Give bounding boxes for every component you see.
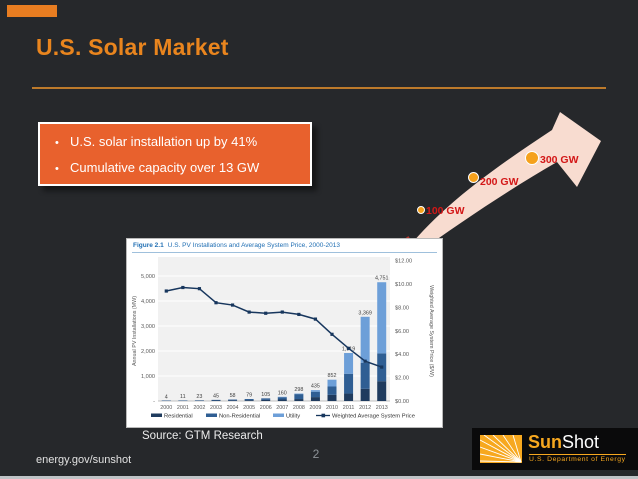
sunshot-logo: SunShot U.S. Department of Energy [472, 428, 638, 470]
svg-text:852: 852 [328, 373, 337, 379]
svg-text:4,751: 4,751 [375, 276, 389, 282]
footer-url: energy.gov/sunshot [36, 454, 132, 466]
source-caption: Source: GTM Research [142, 430, 263, 442]
logo-word-shot: Shot [562, 432, 600, 452]
svg-text:Weighted Average System Price: Weighted Average System Price [332, 414, 415, 420]
svg-text:2002: 2002 [193, 405, 205, 411]
svg-text:3,369: 3,369 [358, 310, 372, 316]
chart-figure-label: Figure 2.1 [133, 242, 164, 249]
chart-title: Figure 2.1 U.S. PV Installations and Aver… [127, 239, 442, 251]
slide-title: U.S. Solar Market [36, 34, 229, 60]
title-divider [32, 87, 606, 89]
svg-text:Residential: Residential [164, 414, 193, 420]
bottom-edge-strip [0, 476, 638, 479]
milestone-label-300gw: 300 GW [540, 154, 579, 166]
svg-text:Weighted Average System Price: Weighted Average System Price ($/W) [428, 285, 434, 377]
bullet-item: • U.S. solar installation up by 41% [40, 134, 310, 149]
svg-text:2005: 2005 [243, 405, 255, 411]
bullet-icon: • [55, 162, 59, 175]
svg-text:2010: 2010 [326, 405, 338, 411]
svg-text:2009: 2009 [309, 405, 321, 411]
svg-text:58: 58 [230, 393, 236, 399]
arrow-body [400, 112, 601, 263]
svg-text:23: 23 [196, 394, 202, 400]
milestone-label-100gw: 100 GW [426, 205, 465, 217]
svg-text:2000: 2000 [160, 405, 172, 411]
svg-text:$8.00: $8.00 [395, 305, 409, 311]
svg-text:1,000: 1,000 [141, 374, 155, 380]
svg-text:298: 298 [294, 387, 303, 393]
svg-text:2013: 2013 [376, 405, 388, 411]
milestone-dot-100gw [417, 206, 425, 214]
svg-text:5,000: 5,000 [141, 274, 155, 280]
svg-text:$2.00: $2.00 [395, 376, 409, 382]
svg-text:2003: 2003 [210, 405, 222, 411]
svg-text:11: 11 [180, 394, 186, 400]
svg-text:435: 435 [311, 384, 320, 390]
svg-text:$12.00: $12.00 [395, 259, 412, 265]
bullet-item: • Cumulative capacity over 13 GW [40, 160, 310, 175]
svg-text:$10.00: $10.00 [395, 282, 412, 288]
svg-text:$6.00: $6.00 [395, 329, 409, 335]
svg-text:2001: 2001 [177, 405, 189, 411]
pv-installations-chart: 5,000 4,000 3,000 2,000 1,000 - $12.00 $10.00 $8… [132, 257, 434, 420]
svg-text:Annual PV Installations (MW): Annual PV Installations (MW) [132, 296, 138, 366]
svg-text:Utility: Utility [286, 414, 300, 420]
bullet-text: Cumulative capacity over 13 GW [70, 159, 260, 175]
svg-text:79: 79 [246, 393, 252, 399]
logo-word-sun: Sun [528, 432, 562, 452]
corner-accent-bar [7, 5, 57, 17]
highlights-callout: • U.S. solar installation up by 41% • Cu… [38, 122, 312, 186]
milestone-dot-300gw [525, 151, 539, 165]
svg-text:160: 160 [278, 391, 287, 397]
svg-text:$4.00: $4.00 [395, 352, 409, 358]
logo-subtitle: U.S. Department of Energy [529, 454, 626, 463]
sunburst-icon [480, 435, 522, 463]
chart-title-text: U.S. PV Installations and Average System… [167, 242, 340, 249]
svg-text:2006: 2006 [260, 405, 272, 411]
svg-text:$0.00: $0.00 [395, 399, 409, 405]
milestone-dot-200gw [468, 172, 479, 183]
svg-text:45: 45 [213, 393, 219, 399]
chart-panel: Figure 2.1 U.S. PV Installations and Aver… [126, 238, 443, 428]
svg-text:Non-Residential: Non-Residential [219, 414, 260, 420]
svg-text:105: 105 [261, 392, 270, 398]
svg-text:2007: 2007 [276, 405, 288, 411]
svg-text:2008: 2008 [293, 405, 305, 411]
chart-title-rule [132, 252, 437, 253]
svg-text:4,000: 4,000 [141, 299, 155, 305]
svg-text:3,000: 3,000 [141, 324, 155, 330]
logo-wordmark: SunShot [528, 432, 599, 452]
svg-text:4: 4 [165, 394, 168, 400]
page-number: 2 [312, 447, 320, 461]
milestone-label-200gw: 200 GW [480, 176, 519, 188]
bullet-icon: • [55, 136, 59, 149]
svg-text:2011: 2011 [343, 405, 355, 411]
bullet-text: U.S. solar installation up by 41% [70, 133, 258, 149]
svg-text:2,000: 2,000 [141, 349, 155, 355]
svg-text:2012: 2012 [359, 405, 371, 411]
svg-text:2004: 2004 [227, 405, 239, 411]
svg-text:-: - [153, 399, 155, 405]
